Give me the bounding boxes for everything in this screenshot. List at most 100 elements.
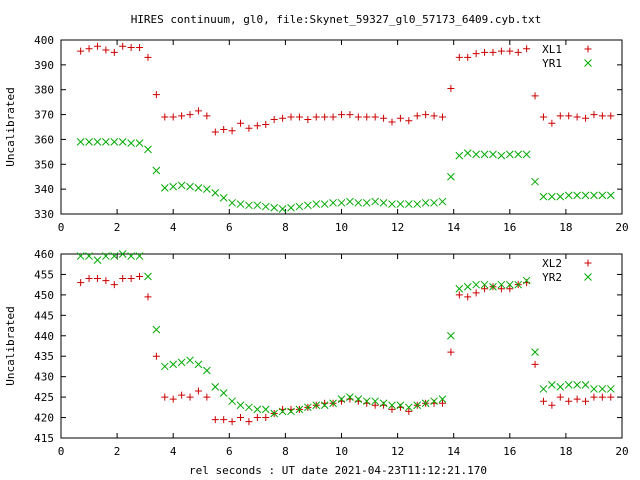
data-point <box>548 380 556 389</box>
data-point <box>93 256 102 264</box>
data-point <box>472 150 480 159</box>
data-point <box>186 111 194 119</box>
y-tick-label: 340 <box>34 183 54 196</box>
data-point <box>127 43 135 51</box>
data-point <box>203 393 211 401</box>
data-point <box>480 280 489 289</box>
data-point <box>556 112 564 120</box>
y-tick-label: 440 <box>34 330 54 343</box>
plot-panel-2: 0 2 4 6 8 10 12 14 16 18 20 415 420 425 430 435 440 445 45… <box>4 248 629 458</box>
data-point <box>472 280 480 289</box>
data-point <box>447 331 455 340</box>
legend-marker <box>584 273 592 281</box>
data-point <box>506 47 514 55</box>
data-point <box>278 407 287 416</box>
x-tick-label: 12 <box>391 445 404 458</box>
data-point <box>581 380 590 389</box>
data-point <box>598 112 606 120</box>
chart-title: HIRES continuum, gl0, file:Skynet_59327_… <box>131 13 542 26</box>
y-tick-label: 450 <box>34 289 54 302</box>
data-point <box>497 280 506 289</box>
data-point <box>169 395 177 403</box>
data-point <box>506 285 514 293</box>
data-point <box>480 150 489 159</box>
data-point <box>438 113 446 121</box>
data-point <box>464 293 472 301</box>
series-xl1 <box>77 42 615 136</box>
data-point <box>236 200 245 208</box>
data-point <box>371 397 380 406</box>
data-point <box>194 387 202 395</box>
data-point <box>582 397 590 405</box>
data-point <box>245 124 253 132</box>
x-axis-label: rel seconds : UT date 2021-04-23T11:12:2… <box>189 464 487 477</box>
data-point <box>472 289 480 297</box>
data-point <box>77 279 85 287</box>
data-point <box>464 53 472 61</box>
plot-panel-1: 0 2 4 6 8 10 12 14 16 18 20 330 340 350 360 370 380 390 40… <box>4 34 629 234</box>
legend-label: YR1 <box>542 57 562 70</box>
data-point <box>556 393 564 401</box>
data-point <box>598 385 607 393</box>
data-point <box>144 145 152 154</box>
data-point <box>169 360 178 369</box>
data-point <box>102 277 110 285</box>
data-point <box>262 414 270 422</box>
data-point <box>430 397 438 406</box>
data-point <box>211 383 220 391</box>
data-point <box>270 409 279 418</box>
data-point <box>346 197 354 206</box>
data-point <box>245 418 253 426</box>
data-point <box>573 191 581 200</box>
x-tick-label: 10 <box>335 445 348 458</box>
data-point <box>253 122 261 130</box>
series-xl2 <box>77 272 615 426</box>
data-point <box>194 184 203 192</box>
data-point <box>438 395 447 404</box>
x-tick-label: 10 <box>335 221 348 234</box>
data-point <box>497 285 505 293</box>
data-point <box>287 113 295 121</box>
data-point <box>110 252 119 260</box>
data-point <box>253 405 262 414</box>
data-point <box>245 403 253 412</box>
data-point <box>228 418 236 426</box>
legend-label: YR2 <box>542 271 562 284</box>
data-point <box>396 114 404 122</box>
data-point <box>127 252 135 260</box>
data-point <box>161 113 169 121</box>
data-point <box>110 138 119 146</box>
data-point <box>203 366 211 375</box>
data-point <box>211 128 219 136</box>
data-point <box>85 138 93 146</box>
data-point <box>77 47 85 55</box>
data-point <box>93 138 102 146</box>
data-point <box>606 191 615 200</box>
legend-marker <box>584 259 592 267</box>
x-tick-label: 16 <box>503 221 516 234</box>
data-point <box>413 112 421 120</box>
data-point <box>152 352 160 360</box>
data-point <box>413 401 422 410</box>
data-point <box>85 252 93 260</box>
data-point <box>371 197 380 206</box>
data-point <box>186 182 194 191</box>
y-tick-label: 430 <box>34 371 54 384</box>
y-tick-label: 415 <box>34 432 54 445</box>
y-tick-label: 445 <box>34 309 54 322</box>
data-point <box>219 193 228 202</box>
data-point <box>312 113 320 121</box>
data-point <box>531 177 539 186</box>
data-point <box>514 280 523 289</box>
data-point <box>548 192 556 201</box>
data-point <box>396 200 405 208</box>
data-point <box>590 111 598 119</box>
data-point <box>118 250 127 258</box>
data-point <box>228 127 236 135</box>
data-point <box>354 113 362 121</box>
data-point <box>320 200 329 208</box>
data-point <box>144 53 152 61</box>
data-point <box>531 92 539 100</box>
data-point <box>245 201 253 210</box>
data-point <box>186 393 194 401</box>
